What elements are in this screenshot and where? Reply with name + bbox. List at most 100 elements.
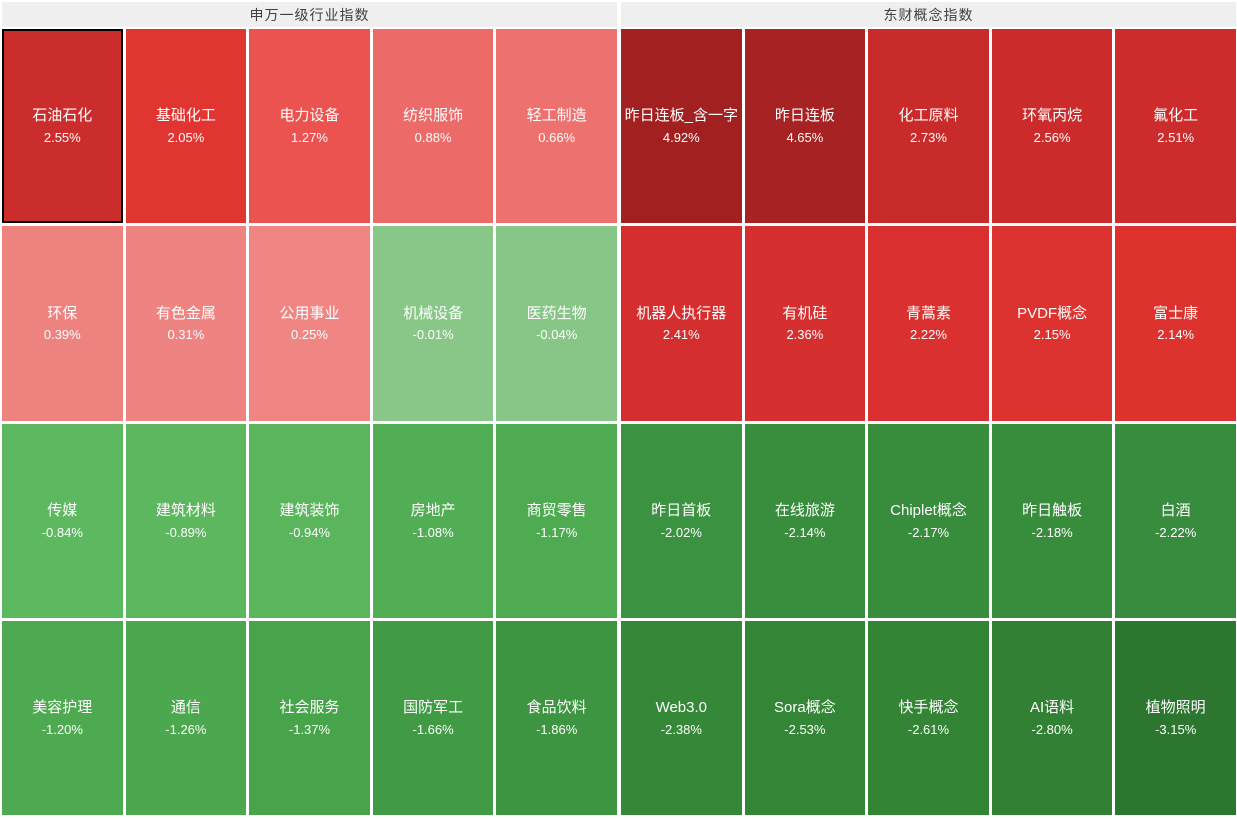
heatmap-tile[interactable]: 化工原料 2.73% [868, 29, 989, 224]
tile-change-percent: 0.39% [43, 327, 81, 343]
tile-change-percent: 2.36% [786, 327, 824, 343]
heatmap-grid-shenwan: 石油石化 2.55% 基础化工 2.05% 电力设备 1.27% 纺织服饰 0.88% 轻工制造… [2, 29, 617, 815]
tile-label: 昨日首板 [651, 501, 712, 519]
tile-change-percent: -1.08% [412, 524, 454, 540]
tile-label: 建筑材料 [155, 501, 216, 519]
tile-change-percent: -2.38% [660, 721, 702, 737]
heatmap-tile[interactable]: 有机硅 2.36% [744, 226, 866, 421]
tile-label: 国防军工 [403, 699, 464, 716]
heatmap-tile[interactable]: 机器人执行器 2.41% [621, 226, 742, 421]
heatmap-tile[interactable]: 昨日触板 -2.18% [991, 423, 1113, 618]
tile-change-percent: 1.27% [291, 130, 328, 145]
heatmap-tile[interactable]: 食品饮料 -1.86% [496, 620, 617, 815]
heatmap-tile[interactable]: 青蒿素 2.22% [868, 226, 989, 421]
heatmap-tile[interactable]: 白酒 -2.22% [1115, 423, 1236, 618]
heatmap-grid-concept: 昨日连板_含一字 4.92% 昨日连板 4.65% 化工原料 2.73% 环氧丙烷 2.56%… [621, 29, 1236, 815]
tile-change-percent: 0.31% [167, 327, 205, 343]
tile-label: 房地产 [410, 501, 456, 519]
tile-label: 在线旅游 [774, 501, 835, 519]
heatmap-tile[interactable]: PVDF概念 2.15% [991, 226, 1113, 421]
tile-change-percent: 2.14% [1157, 327, 1195, 343]
heatmap-tile[interactable]: 美容护理 -1.20% [2, 620, 123, 815]
heatmap-tile[interactable]: 公用事业 0.25% [249, 226, 370, 421]
tile-label: 氟化工 [1153, 107, 1199, 125]
heatmap-tile[interactable]: Chiplet概念 -2.17% [868, 423, 989, 618]
tile-change-percent: -2.53% [784, 721, 826, 737]
group-title-shenwan: 申万一级行业指数 [2, 2, 617, 27]
heatmap-tile[interactable]: 传媒 -0.84% [2, 423, 123, 618]
tile-change-percent: 2.15% [1033, 327, 1071, 343]
tile-change-percent: -0.84% [41, 524, 83, 540]
tile-change-percent: 2.51% [1157, 130, 1195, 145]
heatmap-tile[interactable]: 建筑材料 -0.89% [125, 423, 247, 618]
tile-label: 昨日触板 [1022, 501, 1083, 519]
tile-label: 化工原料 [898, 107, 959, 125]
tile-change-percent: -1.66% [412, 721, 454, 737]
tile-label: 建筑装饰 [279, 501, 340, 519]
tile-label: 机器人执行器 [636, 304, 727, 322]
heatmap-tile[interactable]: 基础化工 2.05% [125, 29, 247, 224]
heatmap-tile[interactable]: 氟化工 2.51% [1115, 29, 1236, 224]
tile-label: 美容护理 [32, 699, 93, 716]
tile-label: 有色金属 [155, 304, 216, 322]
tile-change-percent: -2.80% [1031, 721, 1073, 737]
tile-label: 环氧丙烷 [1022, 107, 1083, 125]
tile-label: 环保 [47, 304, 78, 322]
tile-label: 社会服务 [279, 699, 340, 716]
heatmap-tile[interactable]: 环保 0.39% [2, 226, 123, 421]
tile-change-percent: -2.61% [907, 721, 950, 737]
tile-change-percent: 4.65% [786, 130, 824, 145]
tile-label: 昨日连板 [774, 107, 835, 125]
tile-change-percent: -1.26% [165, 721, 207, 737]
tile-label: AI语料 [1030, 699, 1075, 716]
heatmap-tile[interactable]: 建筑装饰 -0.94% [249, 423, 370, 618]
heatmap-tile[interactable]: 石油石化 2.55% [2, 29, 123, 224]
heatmap-tile[interactable]: 昨日首板 -2.02% [621, 423, 742, 618]
heatmap-tile[interactable]: 环氧丙烷 2.56% [991, 29, 1113, 224]
heatmap-tile[interactable]: 轻工制造 0.66% [496, 29, 617, 224]
group-shenwan-industry: 申万一级行业指数 石油石化 2.55% 基础化工 2.05% 电力设备 1.27% 纺织服饰… [2, 2, 617, 815]
tile-change-percent: -0.94% [288, 524, 331, 540]
heatmap-tile[interactable]: AI语料 -2.80% [991, 620, 1113, 815]
tile-label: Chiplet概念 [890, 501, 967, 519]
tile-label: 快手概念 [898, 699, 959, 716]
heatmap-tile[interactable]: 通信 -1.26% [125, 620, 247, 815]
heatmap-tile[interactable]: 房地产 -1.08% [372, 423, 494, 618]
tile-label: 商贸零售 [526, 501, 587, 519]
tile-label: 通信 [170, 699, 201, 716]
tile-change-percent: -2.17% [907, 524, 950, 540]
heatmap-tile[interactable]: 医药生物 -0.04% [496, 226, 617, 421]
tile-change-percent: -1.86% [536, 721, 578, 737]
heatmap-tile[interactable]: 富士康 2.14% [1115, 226, 1236, 421]
heatmap-tile[interactable]: 昨日连板 4.65% [744, 29, 866, 224]
heatmap-tile[interactable]: Sora概念 -2.53% [744, 620, 866, 815]
tile-label: PVDF概念 [1017, 304, 1088, 322]
heatmap-tile[interactable]: 商贸零售 -1.17% [496, 423, 617, 618]
heatmap-tile[interactable]: 电力设备 1.27% [249, 29, 370, 224]
group-eastmoney-concept: 东财概念指数 昨日连板_含一字 4.92% 昨日连板 4.65% 化工原料 2.73% 环氧… [621, 2, 1236, 815]
tile-change-percent: 2.22% [910, 327, 947, 343]
tile-change-percent: -1.37% [288, 721, 331, 737]
heatmap-tile[interactable]: 有色金属 0.31% [125, 226, 247, 421]
heatmap-tile[interactable]: 昨日连板_含一字 4.92% [621, 29, 742, 224]
heatmap-tile[interactable]: 国防军工 -1.66% [372, 620, 494, 815]
heatmap-tile[interactable]: 纺织服饰 0.88% [372, 29, 494, 224]
tile-label: 公用事业 [279, 304, 340, 322]
heatmap-tile[interactable]: Web3.0 -2.38% [621, 620, 742, 815]
tile-label: 植物照明 [1145, 699, 1206, 716]
heatmap-tile[interactable]: 植物照明 -3.15% [1115, 620, 1236, 815]
tile-change-percent: -2.18% [1031, 524, 1073, 540]
heatmap-tile[interactable]: 快手概念 -2.61% [868, 620, 989, 815]
heatmap-tile[interactable]: 在线旅游 -2.14% [744, 423, 866, 618]
tile-label: 白酒 [1160, 501, 1191, 519]
heatmap-tile[interactable]: 社会服务 -1.37% [249, 620, 370, 815]
tile-change-percent: -2.02% [660, 524, 702, 540]
tile-change-percent: 0.25% [291, 327, 328, 343]
tile-change-percent: 2.56% [1033, 130, 1071, 145]
tile-change-percent: 0.88% [414, 130, 452, 145]
heatmap-tile[interactable]: 机械设备 -0.01% [372, 226, 494, 421]
tile-change-percent: 4.92% [662, 130, 700, 145]
tile-label: 纺织服饰 [403, 107, 464, 125]
tile-label: 机械设备 [403, 304, 464, 322]
